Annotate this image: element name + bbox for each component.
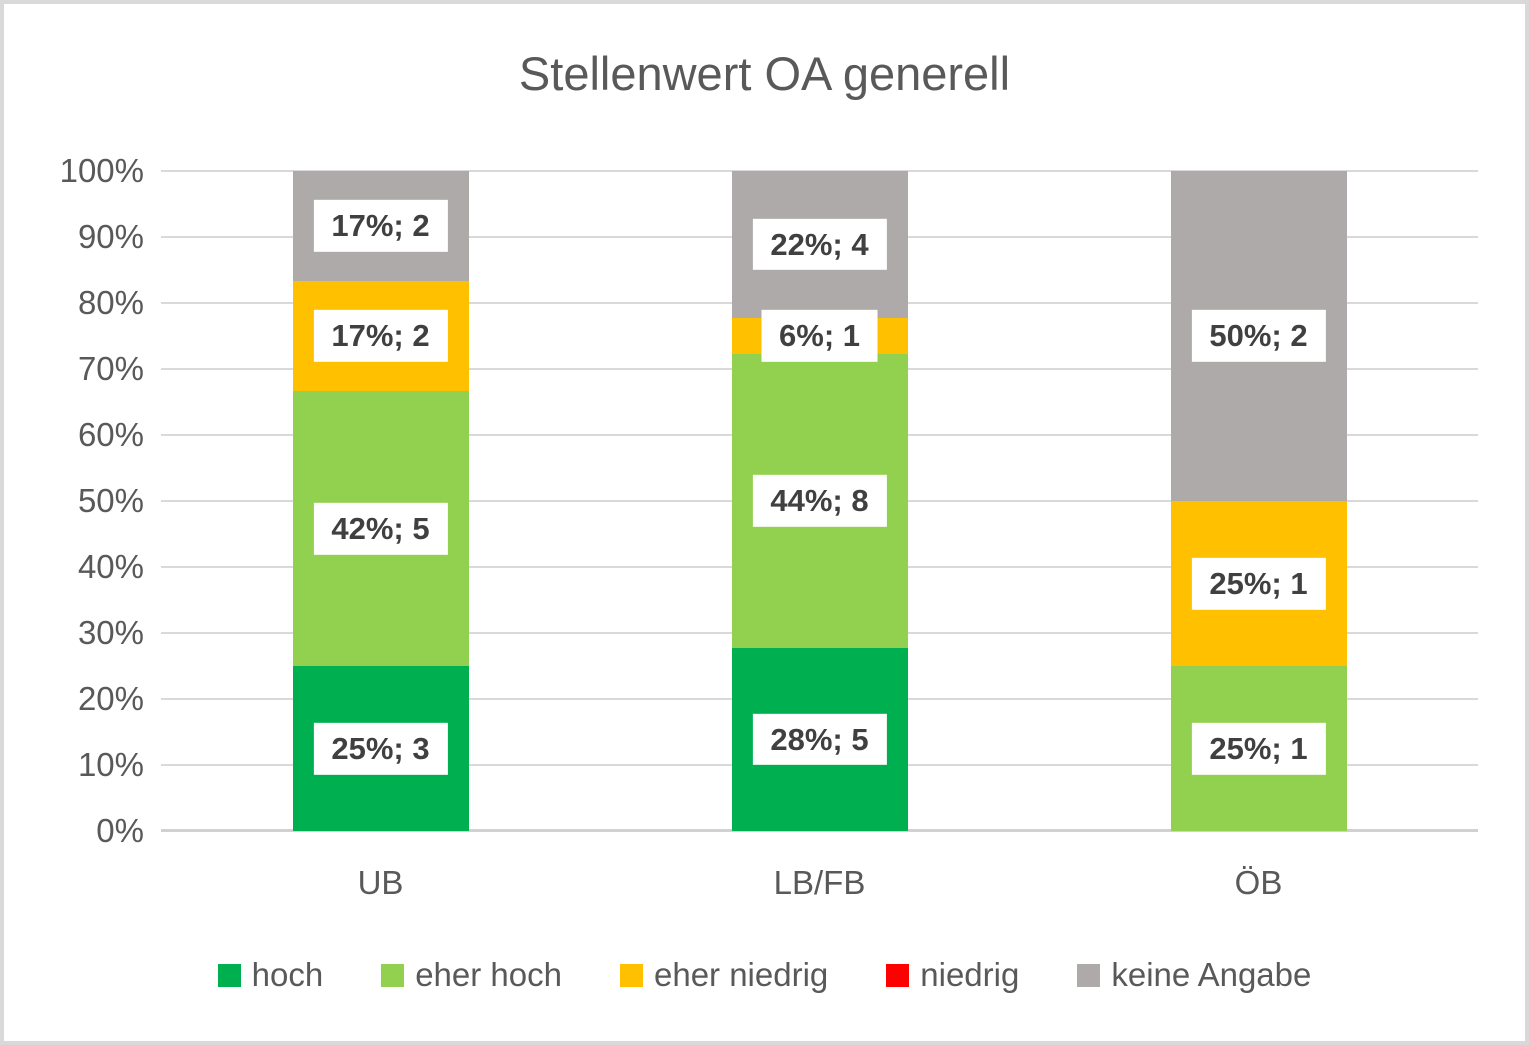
y-tick-label-40%: 40% [77, 548, 144, 585]
data-label-UB-keine-Angabe: 17%; 2 [313, 200, 448, 252]
data-label-LB/FB-keine-Angabe: 22%; 4 [752, 218, 887, 271]
legend-label: keine Angabe [1111, 956, 1312, 993]
gridline-100% [161, 170, 1478, 172]
y-tick-label-50%: 50% [77, 482, 144, 519]
data-label-UB-hoch: 25%; 3 [313, 722, 448, 775]
bar-slot-ÖB: 25%; 1 25%; 1 50%; 2 [1039, 171, 1478, 831]
legend-swatch-icon [217, 963, 241, 987]
legend-label: eher hoch [415, 956, 562, 993]
legend-label: eher niedrig [653, 956, 829, 993]
x-tick-label-LB/FB: LB/FB [773, 864, 866, 901]
chart-title: Stellenwert OA generell [518, 47, 1011, 100]
bar-slot-UB: 25%; 3 42%; 5 17%; 2 17%; 2 [161, 171, 600, 831]
data-label-ÖB-eher-hoch: 25%; 1 [1191, 722, 1326, 775]
data-label-LB/FB-eher-hoch: 44%; 8 [752, 475, 887, 527]
legend-label: hoch [251, 956, 324, 993]
x-tick-label-UB: UB [357, 864, 404, 901]
x-axis: UB LB/FB ÖB [161, 864, 1478, 902]
y-tick-label-10%: 10% [77, 746, 144, 783]
data-label-LB/FB-eher-niedrig: 6%; 1 [761, 310, 878, 362]
data-label-ÖB-keine-Angabe: 50%; 2 [1191, 310, 1326, 362]
y-tick-label-80%: 80% [77, 284, 144, 321]
plot-area: 25%; 3 42%; 5 17%; 2 17%; 2 28%; 5 44%; 8 6%; … [161, 170, 1478, 832]
bar-UB: 25%; 3 42%; 5 17%; 2 17%; 2 [292, 171, 469, 831]
y-tick-label-60%: 60% [77, 416, 144, 453]
y-tick-label-30%: 30% [77, 614, 144, 651]
data-label-UB-eher-niedrig: 17%; 2 [313, 310, 448, 362]
legend-swatch-icon [381, 963, 405, 987]
y-tick-label-90%: 90% [77, 218, 144, 255]
legend-item-eher-hoch: eher hoch [381, 956, 562, 994]
y-tick-label-0%: 0% [96, 812, 144, 849]
y-tick-label-70%: 70% [77, 350, 144, 387]
y-tick-label-20%: 20% [77, 680, 144, 717]
y-tick-label-100%: 100% [59, 152, 144, 189]
bar-ÖB: 25%; 1 25%; 1 50%; 2 [1170, 171, 1347, 831]
legend-label: niedrig [920, 956, 1020, 993]
data-label-LB/FB-hoch: 28%; 5 [752, 713, 887, 766]
data-label-ÖB-eher-niedrig: 25%; 1 [1191, 557, 1326, 610]
data-label-UB-eher-hoch: 42%; 5 [313, 502, 448, 555]
y-axis: 0% 10% 20% 30% 40% 50% 60% 70% 80% 90% 100% [4, 152, 144, 849]
legend-item-keine-Angabe: keine Angabe [1077, 956, 1311, 994]
bar-slot-LB/FB: 28%; 5 44%; 8 6%; 1 22%; 4 [600, 171, 1039, 831]
legend-item-niedrig: niedrig [886, 956, 1019, 994]
x-tick-label-ÖB: ÖB [1234, 864, 1283, 901]
legend: hoch eher hoch eher niedrig niedrig keine An… [4, 956, 1525, 994]
legend-swatch-icon [619, 963, 643, 987]
legend-item-hoch: hoch [217, 956, 324, 994]
legend-item-eher-niedrig: eher niedrig [619, 956, 829, 994]
legend-swatch-icon [1077, 963, 1101, 987]
bar-LB/FB: 28%; 5 44%; 8 6%; 1 22%; 4 [731, 171, 908, 831]
legend-swatch-icon [886, 963, 910, 987]
bars: 25%; 3 42%; 5 17%; 2 17%; 2 28%; 5 44%; 8 6%; … [161, 171, 1478, 831]
